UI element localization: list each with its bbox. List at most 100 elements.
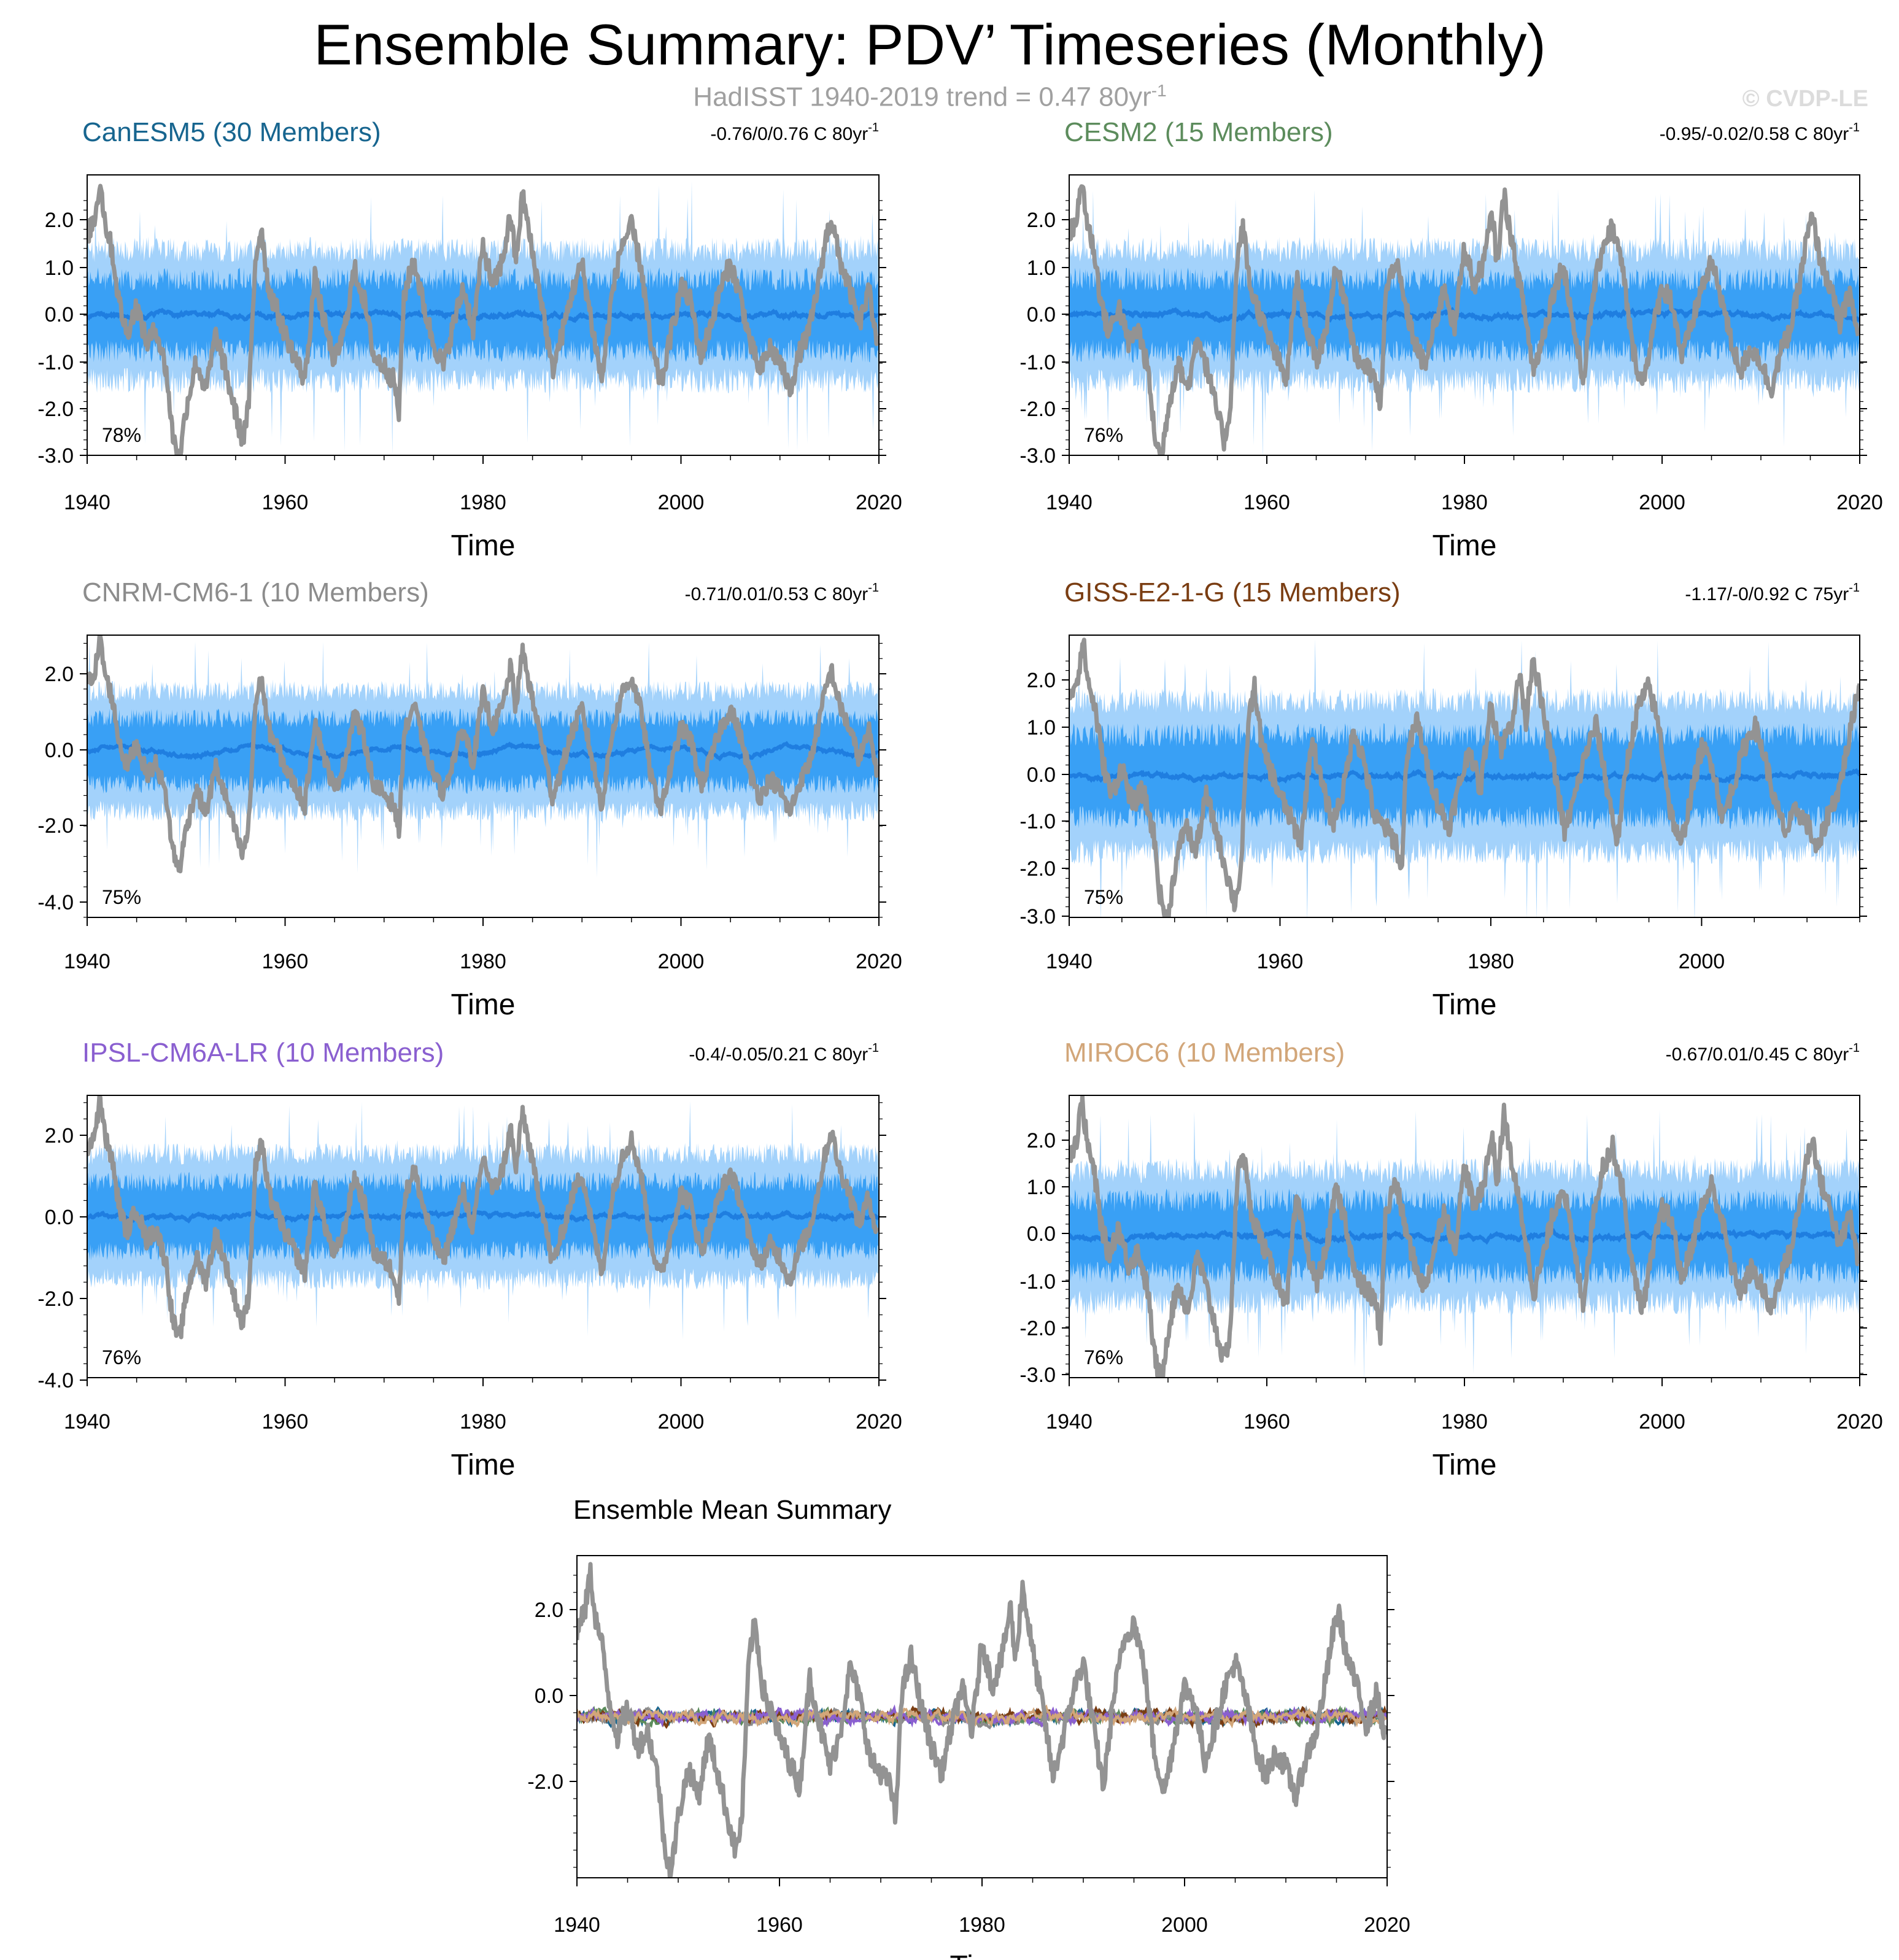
- giss-xtick-label: 2000: [1679, 950, 1725, 973]
- cesm2-panel-title: CESM2 (15 Members): [1064, 117, 1333, 147]
- miroc6-trend-superscript: -1: [1849, 1041, 1860, 1055]
- ensmean-xtick-label: 1940: [554, 1913, 600, 1937]
- cnrm-ytick-label: -2.0: [37, 814, 74, 838]
- cnrm-ytick-label: 2.0: [45, 663, 74, 686]
- canesm5-trend-text: -0.76/0/0.76 C 80yr: [710, 124, 868, 144]
- giss-trend-label: -1.17/-0/0.92 C 75yr-1: [1685, 581, 1860, 604]
- giss-ytick-label: 0.0: [1027, 763, 1056, 787]
- giss-ensemble-mean-line: [1069, 768, 1860, 784]
- cnrm-observed-line: [87, 635, 879, 874]
- miroc6-x-axis-label: Time: [1433, 1449, 1497, 1481]
- giss-trend-superscript: -1: [1849, 581, 1860, 595]
- canesm5-percent-label: 78%: [102, 424, 141, 446]
- miroc6-trend-label: -0.67/0.01/0.45 C 80yr-1: [1666, 1041, 1860, 1065]
- ipsl-trend-text: -0.4/-0.05/0.21 C 80yr: [689, 1044, 868, 1065]
- cesm2-ytick-label: -3.0: [1019, 444, 1056, 468]
- miroc6-ytick-label: 0.0: [1027, 1222, 1056, 1246]
- ipsl-trend-superscript: -1: [868, 1041, 879, 1055]
- cesm2-ytick-label: 1.0: [1027, 257, 1056, 280]
- canesm5-trend-label: -0.76/0/0.76 C 80yr-1: [710, 121, 879, 144]
- cnrm-trend-text: -0.71/0.01/0.53 C 80yr: [685, 584, 868, 604]
- canesm5-x-axis-label: Time: [451, 530, 516, 562]
- miroc6-panel-title: MIROC6 (10 Members): [1064, 1038, 1345, 1068]
- ipsl-ytick-label: -4.0: [37, 1369, 74, 1392]
- ipsl-xtick-label: 2000: [658, 1410, 705, 1433]
- miroc6-ytick-label: -3.0: [1019, 1364, 1056, 1387]
- copyright-watermark: © CVDP-LE: [1742, 86, 1868, 112]
- giss-ytick-label: -1.0: [1019, 810, 1056, 833]
- figure-title: Ensemble Summary: PDV’ Timeseries (Month…: [314, 12, 1546, 77]
- cesm2-xtick-label: 1980: [1441, 491, 1488, 514]
- canesm5-observed-line: [87, 183, 879, 455]
- canesm5-ytick-label: -2.0: [37, 398, 74, 421]
- ipsl-panel-title: IPSL-CM6A-LR (10 Members): [82, 1038, 444, 1068]
- ipsl-xtick-label: 1960: [262, 1410, 309, 1433]
- ipsl-observed-line: [87, 1095, 879, 1340]
- subtitle-superscript: -1: [1151, 81, 1167, 100]
- ipsl-ytick-label: -2.0: [37, 1287, 74, 1311]
- miroc6-trend-text: -0.67/0.01/0.45 C 80yr: [1666, 1044, 1849, 1065]
- miroc6-xtick-label: 2000: [1639, 1410, 1685, 1433]
- giss-xtick-label: 1960: [1257, 950, 1304, 973]
- ensmean-observed-line: [577, 1562, 1387, 1878]
- ipsl-trend-label: -0.4/-0.05/0.21 C 80yr-1: [689, 1041, 879, 1065]
- miroc6-observed-line: [1069, 1095, 1860, 1378]
- ensmean-xtick-label: 2000: [1161, 1913, 1208, 1937]
- cesm2-xtick-label: 1940: [1046, 491, 1093, 514]
- cesm2-trend-text: -0.95/-0.02/0.58 C 80yr: [1660, 124, 1849, 144]
- cnrm-trend-label: -0.71/0.01/0.53 C 80yr-1: [685, 581, 879, 604]
- cnrm-xtick-label: 1940: [64, 950, 110, 973]
- ensmean-ytick-label: 2.0: [535, 1599, 563, 1622]
- miroc6-xtick-label: 2020: [1836, 1410, 1883, 1433]
- subtitle-text: HadISST 1940-2019 trend = 0.47 80yr: [693, 82, 1151, 112]
- ensmean-xtick-label: 1960: [756, 1913, 803, 1937]
- ensmean-x-axis-label: Time: [950, 1950, 1015, 1960]
- miroc6-percent-label: 76%: [1084, 1346, 1123, 1368]
- miroc6-xtick-label: 1980: [1441, 1410, 1488, 1433]
- cesm2-x-axis-label: Time: [1433, 530, 1497, 562]
- canesm5-ytick-label: -1.0: [37, 351, 74, 374]
- canesm5-xtick-label: 1980: [460, 491, 506, 514]
- miroc6-xtick-label: 1960: [1243, 1410, 1290, 1433]
- ensmean-xtick-label: 1980: [959, 1913, 1005, 1937]
- cesm2-xtick-label: 1960: [1243, 491, 1290, 514]
- ipsl-ytick-label: 0.0: [45, 1206, 74, 1229]
- cnrm-percent-label: 75%: [102, 886, 141, 908]
- canesm5-xtick-label: 1940: [64, 491, 110, 514]
- cesm2-ytick-label: -1.0: [1019, 351, 1056, 374]
- canesm5-xtick-label: 2000: [658, 491, 705, 514]
- cnrm-trend-superscript: -1: [868, 581, 879, 595]
- cesm2-trend-superscript: -1: [1849, 121, 1860, 134]
- cnrm-panel-title: CNRM-CM6-1 (10 Members): [82, 577, 429, 608]
- ensmean-panel-title: Ensemble Mean Summary: [573, 1495, 891, 1525]
- ensmean-ytick-label: 0.0: [535, 1684, 563, 1708]
- canesm5-panel-title: CanESM5 (30 Members): [82, 117, 381, 147]
- miroc6-ytick-label: -2.0: [1019, 1317, 1056, 1340]
- giss-xtick-label: 1980: [1468, 950, 1514, 973]
- ipsl-xtick-label: 1940: [64, 1410, 110, 1433]
- cnrm-x-axis-label: Time: [451, 989, 516, 1021]
- cnrm-ytick-label: 0.0: [45, 739, 74, 762]
- giss-ytick-label: -3.0: [1019, 905, 1056, 928]
- giss-plot-frame: [1069, 635, 1860, 918]
- cesm2-ytick-label: 0.0: [1027, 303, 1056, 326]
- cnrm-xtick-label: 2020: [856, 950, 902, 973]
- canesm5-ytick-label: 0.0: [45, 303, 74, 326]
- cnrm-ytick-label: -4.0: [37, 891, 74, 914]
- cesm2-trend-label: -0.95/-0.02/0.58 C 80yr-1: [1660, 121, 1860, 144]
- cnrm-xtick-label: 2000: [658, 950, 705, 973]
- ipsl-xtick-label: 1980: [460, 1410, 506, 1433]
- giss-ytick-label: 1.0: [1027, 716, 1056, 739]
- cesm2-observed-line: [1069, 184, 1860, 455]
- miroc6-xtick-label: 1940: [1046, 1410, 1093, 1433]
- giss-observed-line: [1069, 638, 1860, 917]
- miroc6-ytick-label: 2.0: [1027, 1129, 1056, 1152]
- miroc6-ytick-label: 1.0: [1027, 1176, 1056, 1199]
- cesm2-xtick-label: 2020: [1836, 491, 1883, 514]
- canesm5-xtick-label: 1960: [262, 491, 309, 514]
- ipsl-xtick-label: 2020: [856, 1410, 902, 1433]
- giss-percent-label: 75%: [1084, 886, 1123, 908]
- ipsl-x-axis-label: Time: [451, 1449, 516, 1481]
- giss-ytick-label: -2.0: [1019, 857, 1056, 881]
- ipsl-ytick-label: 2.0: [45, 1124, 74, 1148]
